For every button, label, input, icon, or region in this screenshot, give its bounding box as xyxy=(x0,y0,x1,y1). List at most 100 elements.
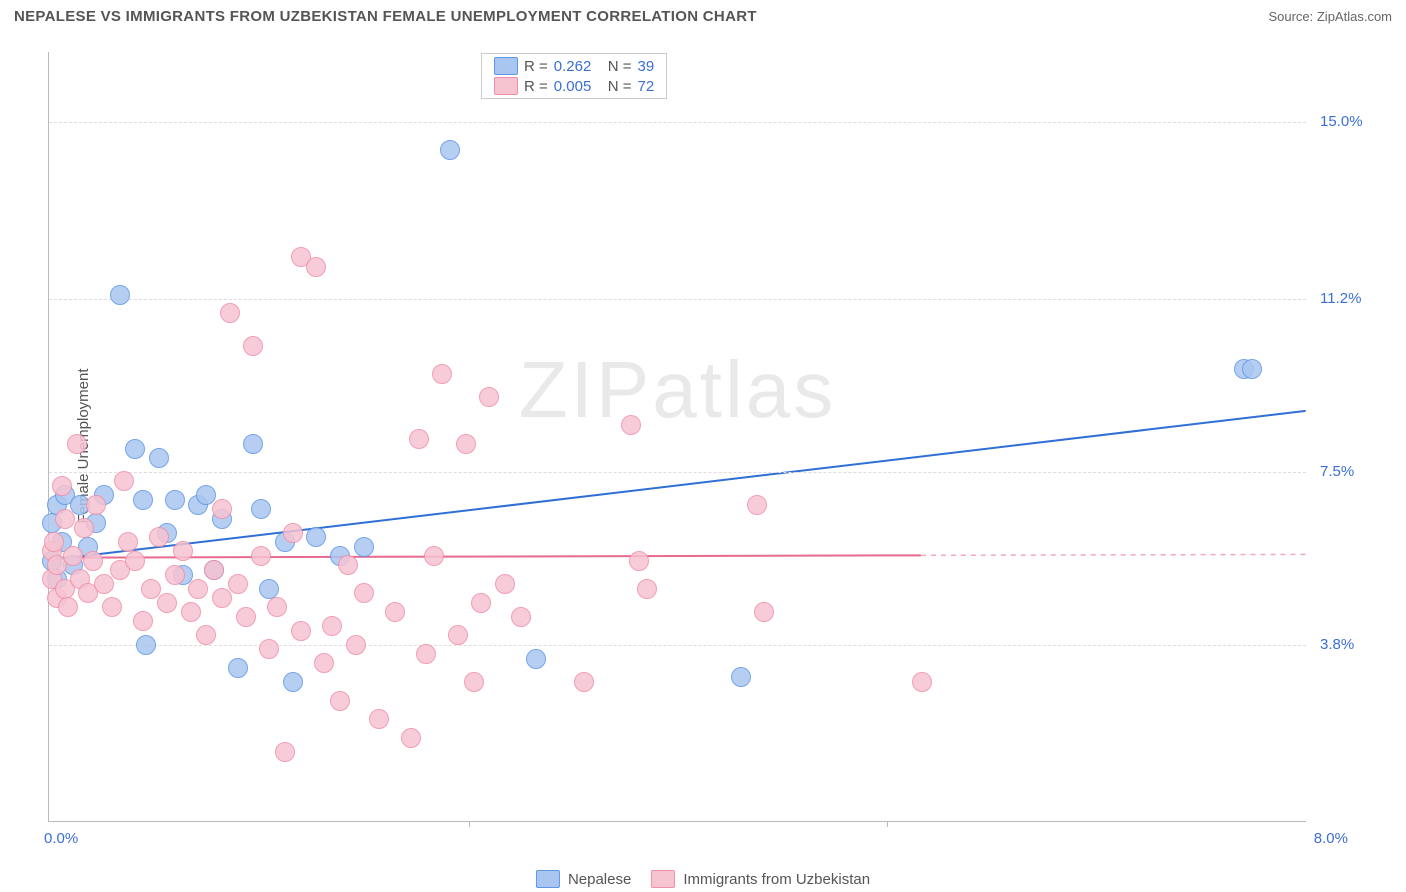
scatter-point xyxy=(629,551,649,571)
scatter-point xyxy=(291,621,311,641)
scatter-point xyxy=(464,672,484,692)
series-legend: Nepalese Immigrants from Uzbekistan xyxy=(536,870,870,888)
scatter-point xyxy=(204,560,224,580)
n-label: N = xyxy=(608,78,632,95)
legend-row: R = 0.262 N = 39 xyxy=(482,56,666,76)
scatter-point xyxy=(228,658,248,678)
r-label: R = xyxy=(524,58,548,75)
r-label: R = xyxy=(524,78,548,95)
scatter-point xyxy=(196,625,216,645)
gridline xyxy=(49,122,1306,123)
legend-item: Nepalese xyxy=(536,870,631,888)
scatter-point xyxy=(747,495,767,515)
scatter-point xyxy=(125,551,145,571)
scatter-point xyxy=(149,527,169,547)
scatter-point xyxy=(440,140,460,160)
scatter-point xyxy=(63,546,83,566)
scatter-point xyxy=(251,546,271,566)
scatter-point xyxy=(432,364,452,384)
trend-lines-layer xyxy=(49,52,1306,821)
scatter-point xyxy=(114,471,134,491)
scatter-point xyxy=(110,285,130,305)
legend-label: Immigrants from Uzbekistan xyxy=(683,871,870,888)
scatter-point xyxy=(401,728,421,748)
scatter-point xyxy=(259,639,279,659)
legend-label: Nepalese xyxy=(568,871,631,888)
scatter-point xyxy=(67,434,87,454)
scatter-point xyxy=(165,565,185,585)
scatter-point xyxy=(385,602,405,622)
scatter-point xyxy=(149,448,169,468)
gridline xyxy=(49,299,1306,300)
scatter-point xyxy=(369,709,389,729)
r-value: 0.262 xyxy=(554,58,602,75)
scatter-point xyxy=(574,672,594,692)
trend-line-dashed xyxy=(921,554,1306,555)
scatter-point xyxy=(44,532,64,552)
scatter-point xyxy=(346,635,366,655)
chart-title: NEPALESE VS IMMIGRANTS FROM UZBEKISTAN F… xyxy=(14,8,757,25)
scatter-point xyxy=(212,499,232,519)
scatter-point xyxy=(251,499,271,519)
scatter-point xyxy=(354,583,374,603)
x-min-label: 0.0% xyxy=(44,830,78,847)
n-value: 39 xyxy=(638,58,655,75)
scatter-point xyxy=(621,415,641,435)
scatter-point xyxy=(754,602,774,622)
scatter-point xyxy=(456,434,476,454)
scatter-point xyxy=(526,649,546,669)
scatter-point xyxy=(283,672,303,692)
scatter-point xyxy=(136,635,156,655)
scatter-point xyxy=(133,611,153,631)
scatter-point xyxy=(236,607,256,627)
scatter-point xyxy=(511,607,531,627)
scatter-point xyxy=(912,672,932,692)
scatter-point xyxy=(495,574,515,594)
scatter-point xyxy=(74,518,94,538)
x-tick-mark xyxy=(887,821,888,827)
scatter-point xyxy=(83,551,103,571)
legend-row: R =0.005N =72 xyxy=(482,76,666,96)
y-tick-label: 3.8% xyxy=(1320,636,1354,653)
legend-swatch xyxy=(651,870,675,888)
legend-swatch xyxy=(494,77,518,95)
scatter-point xyxy=(275,742,295,762)
scatter-point xyxy=(306,257,326,277)
scatter-point xyxy=(637,579,657,599)
scatter-point xyxy=(409,429,429,449)
y-tick-label: 15.0% xyxy=(1320,113,1363,130)
n-label: N = xyxy=(608,58,632,75)
scatter-point xyxy=(267,597,287,617)
scatter-point xyxy=(259,579,279,599)
scatter-point xyxy=(133,490,153,510)
scatter-point xyxy=(86,495,106,515)
scatter-point xyxy=(228,574,248,594)
y-tick-label: 7.5% xyxy=(1320,463,1354,480)
scatter-point xyxy=(448,625,468,645)
scatter-point xyxy=(322,616,342,636)
scatter-point xyxy=(479,387,499,407)
scatter-point xyxy=(220,303,240,323)
scatter-point xyxy=(173,541,193,561)
scatter-point xyxy=(94,574,114,594)
y-tick-label: 11.2% xyxy=(1320,290,1361,307)
scatter-point xyxy=(188,579,208,599)
scatter-point xyxy=(283,523,303,543)
scatter-point xyxy=(157,593,177,613)
scatter-point xyxy=(731,667,751,687)
scatter-point xyxy=(354,537,374,557)
source-attribution: Source: ZipAtlas.com xyxy=(1268,9,1392,24)
legend-item: Immigrants from Uzbekistan xyxy=(651,870,870,888)
scatter-point xyxy=(424,546,444,566)
scatter-point xyxy=(471,593,491,613)
scatter-point xyxy=(118,532,138,552)
legend-swatch xyxy=(536,870,560,888)
scatter-point xyxy=(165,490,185,510)
r-value: 0.005 xyxy=(554,78,602,95)
scatter-plot: ZIPatlas R =0.262N =39R =0.005N =72 xyxy=(48,52,1306,822)
legend-swatch xyxy=(494,57,518,75)
scatter-point xyxy=(416,644,436,664)
correlation-legend: R =0.262N =39R =0.005N =72 xyxy=(481,53,667,99)
scatter-point xyxy=(338,555,358,575)
scatter-point xyxy=(314,653,334,673)
